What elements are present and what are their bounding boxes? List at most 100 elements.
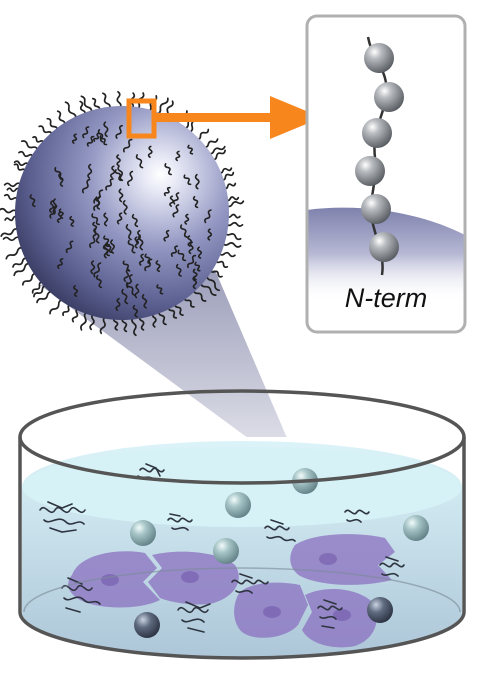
bead: [367, 597, 393, 623]
surface-chain: [56, 211, 62, 224]
surface-chain: [202, 138, 219, 149]
surface-chain: [218, 251, 236, 258]
surface-chain: [184, 213, 190, 225]
chain-bead: [361, 194, 391, 224]
surface-chain: [80, 95, 93, 114]
surface-chain: [87, 163, 93, 179]
surface-chain: [209, 268, 223, 278]
surface-chain: [183, 296, 195, 308]
surface-chain: [95, 275, 103, 289]
surface-chain: [0, 207, 18, 214]
surface-chain: [105, 242, 113, 253]
surface-chain: [172, 204, 180, 218]
surface-chain: [192, 195, 199, 209]
surface-chain: [217, 167, 233, 174]
surface-chain: [69, 215, 75, 227]
surface-chain: [122, 200, 128, 215]
surface-chain: [49, 298, 64, 315]
surface-chain: [125, 224, 132, 241]
surface-chain: [49, 200, 55, 213]
surface-chain: [169, 195, 175, 207]
surface-chain: [93, 132, 101, 142]
surface-chain: [3, 193, 19, 201]
surface-chain: [2, 236, 22, 242]
surface-chain: [116, 154, 121, 167]
surface-chain: [54, 167, 64, 181]
surface-chain: [102, 92, 111, 110]
surface-chain: [192, 288, 207, 302]
chain-bead: [369, 232, 399, 262]
surface-chain: [156, 284, 164, 295]
surface-chain: [118, 188, 124, 203]
surface-chain: [163, 229, 170, 242]
surface-chain: [6, 187, 21, 193]
surface-chain: [132, 304, 139, 318]
surface-chain: [91, 213, 100, 226]
surface-chain: [93, 189, 104, 204]
surface-chain: [13, 160, 30, 167]
surface-chain: [215, 258, 229, 268]
bead: [213, 538, 239, 564]
surface-chain: [46, 117, 58, 132]
surface-chain: [138, 315, 145, 331]
surface-chain: [121, 317, 128, 333]
surface-chain: [114, 169, 123, 182]
surface-chain: [80, 311, 88, 331]
inset-frame: [305, 14, 467, 334]
surface-chain: [194, 261, 201, 272]
bead: [134, 612, 160, 638]
surface-chain: [204, 209, 212, 224]
surface-chain: [194, 173, 200, 190]
surface-chain: [110, 239, 115, 254]
surface-chain: [122, 138, 133, 153]
surface-chain: [73, 285, 79, 297]
zoom-arrow: [154, 96, 322, 139]
cell: [290, 534, 395, 585]
surface-chain: [103, 121, 109, 138]
protein-structure: [231, 573, 269, 594]
surface-chain: [127, 239, 136, 254]
surface-chain: [225, 200, 245, 208]
surface-chain: [57, 258, 64, 269]
surface-chain: [21, 272, 38, 286]
surface-chain: [20, 140, 39, 152]
surface-chain: [38, 125, 53, 136]
surface-chain: [86, 135, 95, 147]
surface-chain: [211, 149, 226, 161]
surface-chain: [110, 165, 116, 179]
surface-chain: [205, 274, 221, 292]
protein-structure: [317, 599, 343, 629]
surface-chain: [187, 144, 194, 155]
surface-chain: [207, 228, 213, 241]
surface-chain: [115, 297, 121, 311]
surface-chain: [126, 170, 134, 187]
protein-structure: [61, 577, 101, 613]
surface-chain: [112, 316, 119, 331]
surface-chain: [138, 253, 145, 266]
surface-chain: [116, 212, 123, 225]
bead-chain: [355, 43, 404, 262]
surface-chain: [121, 288, 129, 305]
protein-structure: [344, 509, 370, 523]
surface-chain: [103, 243, 109, 259]
surface-chain: [93, 262, 102, 278]
surface-chain: [225, 196, 240, 202]
surface-chain: [3, 182, 22, 188]
surface-chain: [164, 163, 172, 176]
surface-chain: [226, 213, 241, 219]
bead: [225, 492, 251, 518]
surface-chain: [56, 110, 66, 127]
surface-chain: [225, 221, 244, 227]
surface-chain: [31, 281, 44, 294]
surface-chain: [135, 154, 144, 169]
surface-chain: [207, 145, 226, 155]
surface-chain: [174, 302, 184, 316]
protein-structure: [167, 513, 193, 531]
surface-chain: [177, 249, 187, 262]
surface-chain: [117, 165, 124, 182]
surface-chain: [195, 128, 210, 141]
surface-chain: [131, 316, 137, 337]
inset-panel: [305, 14, 467, 334]
surface-chain: [163, 186, 171, 197]
